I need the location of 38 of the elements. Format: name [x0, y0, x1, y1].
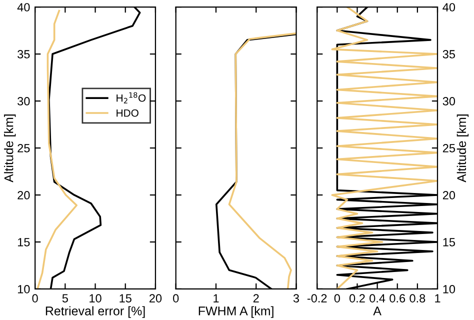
x-tick-label: 0	[32, 294, 38, 302]
y-tick-label: 30	[18, 97, 30, 106]
y-tick-label: 20	[442, 191, 456, 200]
legend-label: HDO	[116, 109, 138, 117]
y-axis-title: Altitude [km]	[456, 114, 469, 182]
x-axis-title: FWHM A [km]	[198, 306, 274, 318]
x-tick-label: 20	[150, 294, 162, 302]
y-axis-title: Altitude [km]	[4, 114, 16, 182]
x-tick-label: -0.2	[307, 294, 327, 302]
x-tick-label: 3	[293, 294, 300, 302]
x-tick-label: 0	[173, 294, 179, 302]
x-tick-label: 5	[62, 294, 68, 302]
y-tick-label: 40	[17, 3, 30, 12]
line-series	[36, 10, 78, 289]
y-tick-label: 35	[18, 50, 30, 58]
x-tick-label: 1	[214, 294, 219, 302]
y-tick-label: 10	[18, 284, 30, 294]
y-tick-label: 35	[442, 50, 455, 58]
x-tick-label: 2	[253, 294, 259, 302]
x-tick-label: 0	[334, 294, 340, 302]
x-tick-label: 0.4	[370, 294, 386, 302]
y-tick-label: 40	[442, 3, 456, 12]
x-axis-title: A	[373, 306, 382, 316]
y-tick-label: 25	[18, 144, 30, 152]
y-tick-label: 25	[442, 144, 455, 152]
x-tick-label: 0.2	[349, 294, 365, 302]
x-tick-label: 1	[435, 294, 440, 302]
legend-label: H$_{2}$$^{18}$O	[116, 92, 146, 104]
x-tick-label: 15	[120, 294, 132, 302]
y-tick-label: 15	[18, 238, 30, 246]
x-tick-label: 10	[90, 294, 102, 302]
y-tick-label: 20	[18, 191, 30, 200]
x-tick-label: 0.6	[390, 294, 406, 302]
x-tick-label: 0.8	[410, 294, 426, 302]
x-axis-title: Retrieval error [%]	[46, 306, 145, 318]
y-tick-label: 30	[442, 97, 456, 106]
y-tick-label: 15	[443, 238, 455, 246]
y-tick-label: 10	[443, 284, 456, 294]
